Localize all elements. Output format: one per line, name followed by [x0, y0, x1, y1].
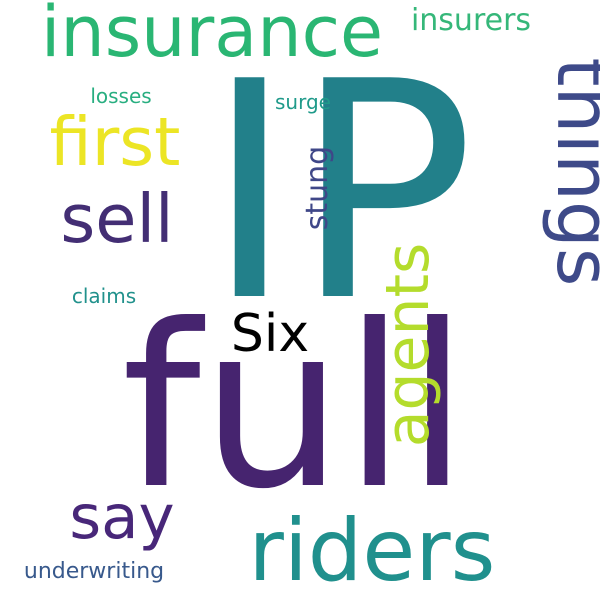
word-insurers: insurers	[411, 3, 531, 38]
word-claims: claims	[72, 284, 136, 308]
word-underwriting: underwriting	[24, 559, 164, 584]
word-things: things	[540, 58, 600, 287]
word-full: full	[122, 277, 469, 539]
word-insurance: insurance	[41, 0, 383, 73]
word-surge: surge	[275, 90, 331, 114]
word-losses: losses	[90, 84, 151, 108]
word-riders: riders	[249, 501, 496, 600]
word-ip: IP	[205, 18, 474, 367]
word-six: Six	[231, 304, 309, 364]
word-agents: agents	[373, 243, 443, 448]
word-cloud-words: IP full insurance riders things first se…	[24, 0, 600, 600]
word-sell: sell	[60, 180, 173, 258]
word-stung: stung	[300, 146, 335, 230]
word-say: say	[69, 482, 174, 553]
word-first: first	[50, 103, 181, 181]
